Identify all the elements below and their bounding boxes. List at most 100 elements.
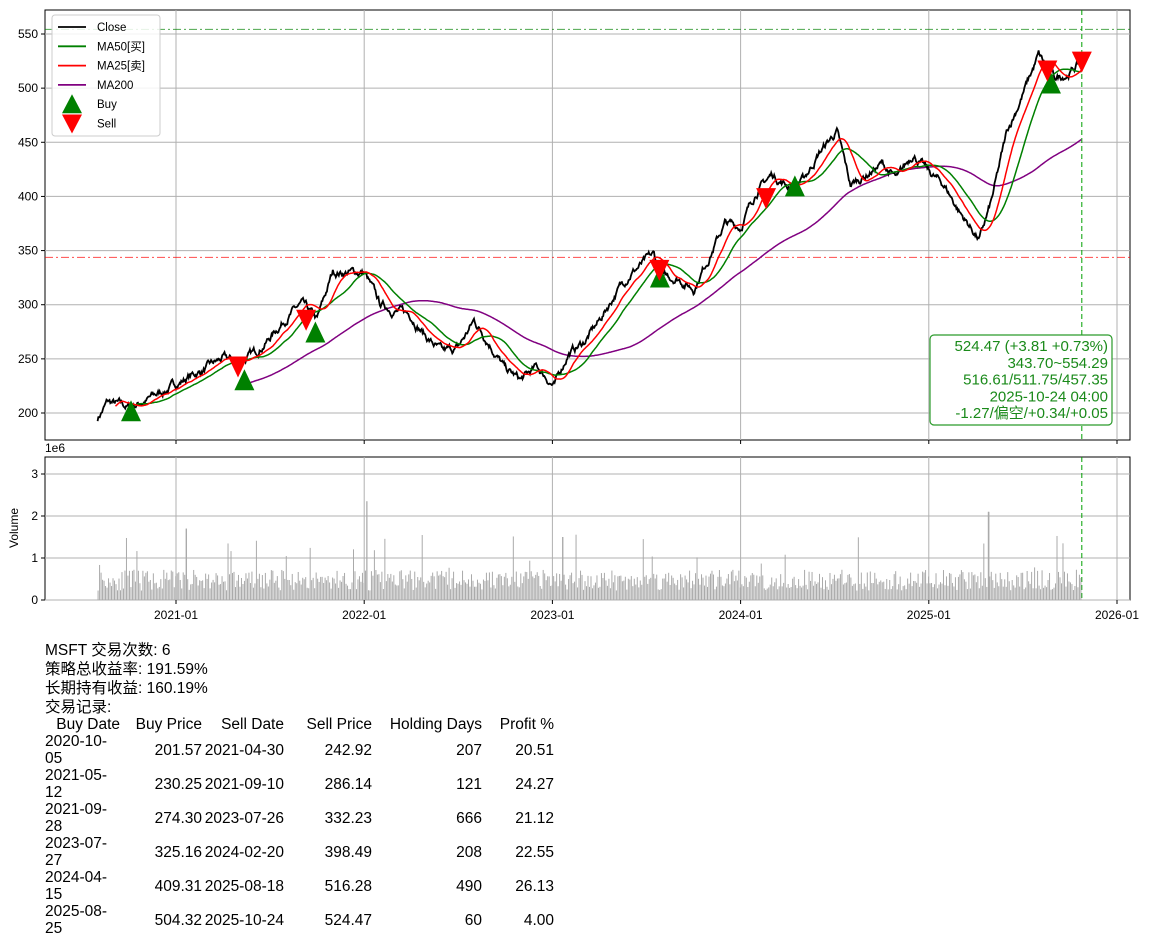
volume-bar (499, 574, 501, 600)
volume-bar (255, 540, 257, 600)
volume-bar (695, 573, 697, 600)
volume-bar (1080, 577, 1082, 600)
volume-bar (296, 583, 298, 600)
volume-bar (693, 584, 695, 600)
volume-bar (1055, 583, 1057, 600)
volume-bar (733, 581, 735, 600)
volume-bar (908, 583, 910, 600)
volume-bar (409, 570, 411, 600)
buy-hold-return: 长期持有收益: 160.19% (45, 680, 208, 697)
volume-bar (143, 576, 145, 600)
x-tick-label: 2023-01 (530, 608, 574, 622)
volume-bar (660, 589, 662, 600)
y-tick-label: 350 (18, 244, 38, 258)
volume-bar (875, 578, 877, 600)
volume-bar (954, 577, 956, 600)
volume-bar (581, 574, 583, 600)
volume-bar (656, 574, 658, 600)
volume-bar (953, 586, 955, 600)
volume-bar (872, 583, 874, 600)
volume-bar (473, 586, 475, 600)
volume-bar (429, 582, 431, 600)
column-header: Holding Days (389, 716, 482, 733)
volume-bar (485, 572, 487, 600)
volume-bar (502, 585, 504, 600)
volume-bar (877, 584, 879, 600)
volume-bar (723, 586, 725, 600)
volume-bar (665, 573, 667, 600)
volume-bar (937, 588, 939, 600)
volume-bar (218, 584, 220, 600)
volume-bar (657, 589, 659, 600)
volume-bar (790, 587, 792, 600)
volume-bar (962, 572, 964, 600)
volume-bar (354, 571, 356, 600)
volume-bar (981, 585, 983, 600)
trade-cell: 2025-10-24 (204, 911, 284, 929)
volume-bar (509, 584, 511, 600)
volume-bar (934, 584, 936, 600)
trade-cell: 24.27 (515, 775, 554, 793)
volume-bar (134, 581, 136, 600)
volume-bar (920, 583, 922, 600)
trade-cell: 2024-02-20 (204, 843, 284, 861)
trade-table-header: Buy Date Buy Price Sell Date Sell Price Hold… (45, 716, 554, 733)
volume-bar (662, 578, 664, 600)
volume-bar (379, 582, 381, 600)
volume-bar (1066, 573, 1068, 600)
volume-bar (1010, 590, 1012, 600)
volume-bar (284, 578, 286, 600)
volume-bar (860, 572, 862, 600)
volume-bar (717, 576, 719, 600)
volume-bar (671, 575, 673, 600)
volume-bar (369, 590, 371, 600)
volume-bar (768, 587, 770, 600)
volume-bar (211, 582, 213, 600)
volume-bar (842, 584, 844, 600)
volume-bar (417, 576, 419, 600)
volume-bar (240, 577, 242, 600)
volume-bar (287, 579, 289, 600)
volume-bar (1022, 572, 1024, 600)
volume-bar (109, 582, 111, 600)
volume-bar (916, 582, 918, 600)
volume-bar (895, 571, 897, 600)
volume-bar (726, 578, 728, 600)
volume-bar (373, 550, 375, 600)
volume-bar (193, 569, 195, 600)
volume-bar (1074, 586, 1076, 600)
volume-bar (609, 588, 611, 600)
volume-bar (1034, 567, 1036, 600)
volume-bar (928, 576, 930, 600)
volume-bar (804, 569, 806, 600)
volume-bar (252, 587, 254, 600)
volume-bar (479, 583, 481, 600)
volume-bar (702, 577, 704, 600)
volume-bar (944, 585, 946, 600)
volume-bar (554, 581, 556, 600)
volume-bar (533, 578, 535, 600)
volume-bar (140, 590, 142, 600)
volume-bar (696, 557, 698, 600)
volume-bar (1071, 584, 1073, 600)
volume-bar (587, 575, 589, 600)
volume-bar (1044, 585, 1046, 600)
volume-bar (704, 585, 706, 600)
volume-bar (311, 580, 313, 600)
volume-bar (995, 573, 997, 600)
trade-cell: 22.55 (515, 843, 554, 861)
volume-bar (887, 589, 889, 600)
volume-bar (317, 578, 319, 600)
volume-bar (385, 581, 387, 600)
volume-bar (378, 574, 380, 600)
trade-cell: 121 (456, 775, 482, 793)
volume-bar (382, 588, 384, 600)
volume-bar (824, 580, 826, 600)
volume-bar (342, 576, 344, 600)
trade-row: 2021-09-28 274.30 2023-07-26 332.23 666 21.12 (45, 801, 554, 835)
volume-bar (578, 578, 580, 600)
volume-bar (548, 576, 550, 600)
volume-bar (603, 572, 605, 600)
volume-bar (102, 579, 104, 600)
volume-bar (984, 578, 986, 600)
